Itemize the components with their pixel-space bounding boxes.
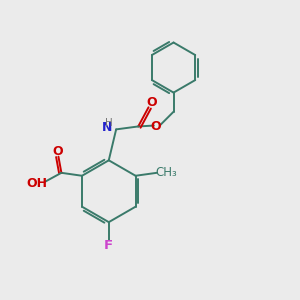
Text: N: N [102, 122, 112, 134]
Text: CH₃: CH₃ [155, 166, 177, 179]
Text: F: F [104, 239, 113, 252]
Text: O: O [52, 145, 63, 158]
Text: O: O [151, 120, 161, 133]
Text: O: O [146, 96, 157, 110]
Text: H: H [105, 118, 112, 128]
Text: OH: OH [26, 177, 47, 190]
